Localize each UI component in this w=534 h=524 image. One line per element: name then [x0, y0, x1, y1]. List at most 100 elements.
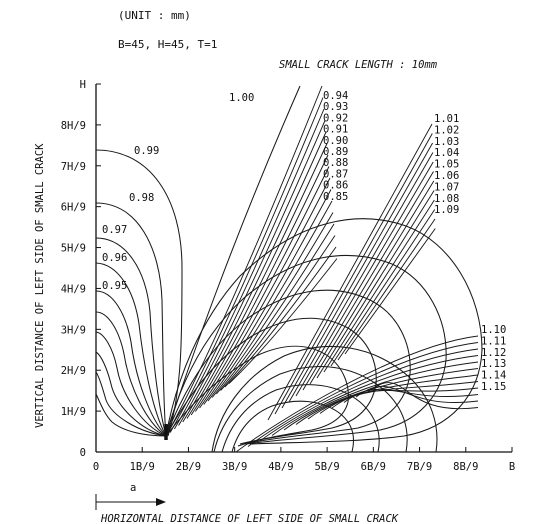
ray-line-group [235, 335, 479, 453]
contour-label-1.13: 1.13 [481, 358, 506, 370]
x-tick-label: 5B/9 [314, 461, 339, 473]
crack-position-arrow-head [156, 498, 166, 506]
contour-line-1.06-loop [165, 317, 377, 445]
x-tick-group: 0 1B/9 2B/9 3B/9 4B/9 5B/9 6B/9 7B/9 8B/9 B [93, 447, 515, 473]
upper-right-line [330, 209, 436, 367]
fan-line [228, 258, 338, 384]
contour-label-1.09: 1.09 [434, 204, 459, 216]
lower-right-line [343, 388, 479, 403]
upper-right-line [344, 228, 436, 355]
lower-right-line [247, 342, 479, 447]
y-tick-label: H [80, 79, 86, 91]
fan-line [216, 223, 335, 395]
y-tick-label: 4H/9 [61, 283, 86, 295]
y-tick-group: 0 1H/9 2H/9 3H/9 4H/9 5H/9 6H/9 7H/9 8H/9 H [61, 79, 101, 459]
contour-label-1.00: 1.00 [229, 92, 254, 104]
lower-right-line [259, 348, 479, 442]
contour-label-0.86: 0.86 [323, 180, 348, 192]
contour-line-lower-loop-2 [221, 384, 380, 453]
upper-right-line [281, 142, 434, 409]
y-tick-label: 7H/9 [61, 161, 86, 173]
contour-line-left-inner-2 [95, 331, 167, 437]
fan-line [182, 131, 327, 423]
contour-line-1.09-loop [165, 218, 483, 445]
contour-label-1.08: 1.08 [434, 193, 459, 205]
x-axis-title: HORIZONTAL DISTANCE OF LEFT SIDE OF SMAL… [100, 513, 399, 524]
contour-line-lower-loop-1 [231, 400, 354, 453]
contour-line-group [95, 85, 483, 453]
contour-label-1.11: 1.11 [481, 335, 506, 347]
contour-label-0.90: 0.90 [323, 135, 348, 147]
contour-line-left-inner-5 [95, 393, 167, 437]
contour-label-1.04: 1.04 [434, 147, 459, 159]
fan-line [186, 143, 328, 419]
contour-label-1.01: 1.01 [434, 113, 459, 125]
contour-label-1.06: 1.06 [434, 170, 459, 182]
contour-label-1.07: 1.07 [434, 181, 459, 193]
fan-line-group [165, 85, 436, 437]
y-tick-label: 2H/9 [61, 365, 86, 377]
contour-label-0.97: 0.97 [102, 224, 127, 236]
contour-line-lower-loop-4 [211, 345, 438, 453]
upper-right-line [288, 152, 434, 403]
contour-label-0.91: 0.91 [323, 124, 348, 136]
y-axis-title: VERTICAL DISTANCE OF LEFT SIDE OF SMALL … [34, 143, 46, 428]
contour-label-1.03: 1.03 [434, 136, 459, 148]
contour-line-left-inner-1 [95, 311, 167, 437]
x-tick-label: 0 [93, 461, 99, 473]
y-tick-label: 8H/9 [61, 120, 86, 132]
upper-right-line [274, 133, 433, 415]
contour-label-1.02: 1.02 [434, 124, 459, 136]
x-tick-label: 1B/9 [130, 461, 155, 473]
upper-right-line [316, 190, 435, 379]
contour-line-0.98 [95, 202, 167, 437]
lower-right-line [355, 385, 479, 403]
contour-line-1.05-loop [165, 345, 349, 447]
contour-label-0.98: 0.98 [129, 192, 154, 204]
contour-line-lower-loop-3 [213, 366, 408, 453]
contour-label-0.85: 0.85 [323, 191, 348, 203]
fan-line [211, 212, 334, 398]
contour-line-1.00 [165, 85, 301, 437]
contour-label-1.15: 1.15 [481, 381, 506, 393]
crack-position-label: a [130, 482, 136, 494]
x-tick-label: 6B/9 [361, 461, 386, 473]
y-tick-label: 5H/9 [61, 243, 86, 255]
y-tick-label: 6H/9 [61, 202, 86, 214]
contour-label-group: 0.95 0.96 0.97 0.98 0.99 1.00 0.940.930.920.91… [102, 90, 506, 393]
contour-line-0.96 [95, 262, 167, 437]
crack-position-indicator: a [95, 482, 166, 510]
contour-label-0.99: 0.99 [134, 145, 159, 157]
contour-label-0.94: 0.94 [323, 90, 348, 102]
x-tick-label: 3B/9 [222, 461, 247, 473]
fan-line [199, 177, 331, 409]
contour-line-0.95 [95, 290, 167, 437]
y-tick-label: 0 [80, 447, 86, 459]
upper-right-line [309, 180, 435, 385]
y-tick-label: 1H/9 [61, 406, 86, 418]
contour-label-1.10: 1.10 [481, 324, 506, 336]
lower-right-line [271, 355, 479, 436]
contour-line-1.07-loop [165, 289, 411, 445]
x-tick-label: 7B/9 [407, 461, 432, 473]
plot-frame [95, 84, 512, 453]
contour-line-0.97 [95, 237, 167, 437]
upper-right-line [295, 161, 434, 397]
fan-line [178, 120, 326, 426]
contour-label-0.92: 0.92 [323, 112, 348, 124]
contour-line-left-inner-3 [95, 351, 167, 437]
fan-line [207, 200, 333, 402]
lower-right-line [283, 361, 479, 431]
upper-right-line [337, 218, 436, 361]
contour-line-1.08-loop [165, 255, 447, 445]
upper-right-line [323, 199, 435, 373]
x-tick-label: B [509, 461, 515, 473]
fan-line [224, 246, 337, 388]
x-tick-label: 8B/9 [453, 461, 478, 473]
contour-label-0.88: 0.88 [323, 157, 348, 169]
unit-note: (UNIT : mm) [118, 9, 191, 22]
contour-label-1.12: 1.12 [481, 347, 506, 359]
contour-label-1.05: 1.05 [434, 159, 459, 171]
fan-line [203, 189, 332, 405]
